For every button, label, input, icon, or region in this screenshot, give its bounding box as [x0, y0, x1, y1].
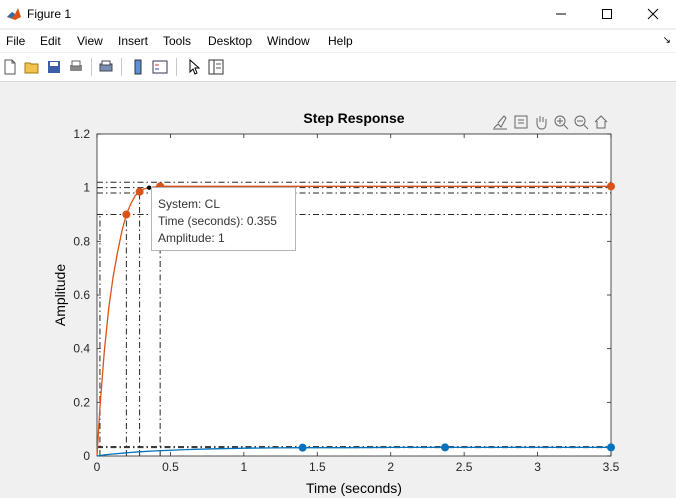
menu-bar: File Edit View Insert Tools Desktop Wind…	[0, 30, 676, 52]
menu-file[interactable]: File	[6, 34, 26, 48]
data-tips-icon	[514, 115, 528, 129]
menu-desktop[interactable]: Desktop	[208, 34, 253, 48]
y-tick-label: 0	[83, 449, 90, 463]
zoom-in-icon	[554, 115, 569, 130]
hand-icon	[536, 116, 547, 130]
y-axis-label: Amplitude	[52, 264, 68, 326]
series-marker-2	[441, 443, 450, 452]
brush-icon	[493, 115, 507, 130]
series-marker-2	[607, 443, 615, 452]
chart-title: Step Response	[303, 110, 404, 126]
minimize-icon	[556, 13, 566, 15]
insert-legend-button[interactable]	[150, 57, 170, 77]
x-tick-label: 2	[387, 460, 394, 474]
save-icon	[48, 61, 60, 73]
x-tick-label: 0	[94, 460, 101, 474]
series-marker-2	[298, 443, 307, 452]
data-tips-button[interactable]	[512, 113, 530, 131]
y-tick-label: 0.4	[73, 342, 90, 356]
datatip-selected-point	[146, 185, 152, 190]
print-button[interactable]	[66, 57, 86, 77]
folder-icon	[24, 62, 39, 74]
menu-help[interactable]: Help	[328, 34, 353, 48]
tick-layer: 0 0.5 1 1.5 2 2.5 3 3.5 0 0.2 0.4 0.6 0.8 1 1.2	[73, 127, 619, 474]
print-preview-button[interactable]	[96, 57, 116, 77]
property-editor-icon	[208, 59, 224, 75]
datatip[interactable]: System: CL Time (seconds): 0.355 Amplitu…	[151, 187, 296, 251]
matlab-icon	[7, 8, 21, 20]
maximize-button[interactable]	[584, 0, 630, 28]
series-marker-1	[607, 182, 615, 191]
y-tick-label: 0.6	[73, 288, 90, 302]
property-editor-button[interactable]	[206, 57, 226, 77]
zoom-in-button[interactable]	[552, 113, 570, 131]
close-icon	[647, 8, 659, 20]
zoom-out-button[interactable]	[572, 113, 590, 131]
edit-plot-button[interactable]	[184, 57, 204, 77]
x-tick-label: 3.5	[603, 460, 620, 474]
maximize-icon	[602, 9, 612, 19]
window-title: Figure 1	[27, 7, 72, 21]
close-button[interactable]	[630, 0, 676, 28]
datatip-time: Time (seconds): 0.355	[158, 214, 277, 228]
colorbar-icon	[134, 59, 142, 75]
x-tick-label: 2.5	[456, 460, 473, 474]
figure-canvas: 0 0.5 1 1.5 2 2.5 3 3.5 0 0.2 0.4 0.6 0.8 1 1.2 Step R…	[52, 110, 620, 496]
series-marker-1	[122, 210, 131, 219]
legend-icon	[152, 60, 168, 74]
pan-button[interactable]	[532, 113, 550, 131]
restore-view-button[interactable]	[592, 113, 610, 131]
series-line-2	[96, 446, 611, 457]
menu-tools[interactable]: Tools	[163, 34, 192, 48]
figure-toolbar	[0, 53, 676, 82]
minimize-button[interactable]	[538, 0, 584, 28]
save-button[interactable]	[44, 57, 64, 77]
toolbar-separator	[121, 58, 122, 76]
new-file-icon	[4, 59, 16, 75]
printer-icon	[70, 60, 82, 71]
menu-view[interactable]: View	[77, 34, 103, 48]
y-tick-label: 0.2	[73, 395, 90, 409]
menu-insert[interactable]: Insert	[118, 34, 149, 48]
print-preview-icon	[99, 60, 113, 72]
y-tick-label: 1	[83, 181, 90, 195]
toolbar-separator	[176, 58, 177, 76]
datatip-system: System: CL	[158, 197, 221, 211]
datatip-amplitude: Amplitude: 1	[158, 231, 225, 245]
home-icon	[594, 115, 608, 129]
series-marker-1	[135, 187, 144, 196]
toolbar-separator	[91, 58, 92, 76]
y-tick-label: 0.8	[73, 234, 90, 248]
series-layer	[96, 182, 615, 457]
zoom-out-icon	[574, 115, 589, 130]
x-tick-label: 1	[241, 460, 248, 474]
menu-edit[interactable]: Edit	[40, 34, 61, 48]
new-figure-button[interactable]	[0, 57, 20, 77]
x-tick-label: 1.5	[309, 460, 326, 474]
open-file-button[interactable]	[22, 57, 42, 77]
title-bar: Figure 1	[0, 0, 676, 28]
x-tick-label: 3	[534, 460, 541, 474]
x-tick-label: 0.5	[162, 460, 179, 474]
menu-window[interactable]: Window	[267, 34, 310, 48]
brush-button[interactable]	[491, 113, 509, 131]
pointer-arrow-icon	[189, 59, 201, 75]
x-axis-label: Time (seconds)	[306, 480, 402, 496]
y-tick-label: 1.2	[73, 127, 90, 141]
dock-arrow-icon[interactable]: ↘	[662, 35, 671, 46]
insert-colorbar-button[interactable]	[128, 57, 148, 77]
